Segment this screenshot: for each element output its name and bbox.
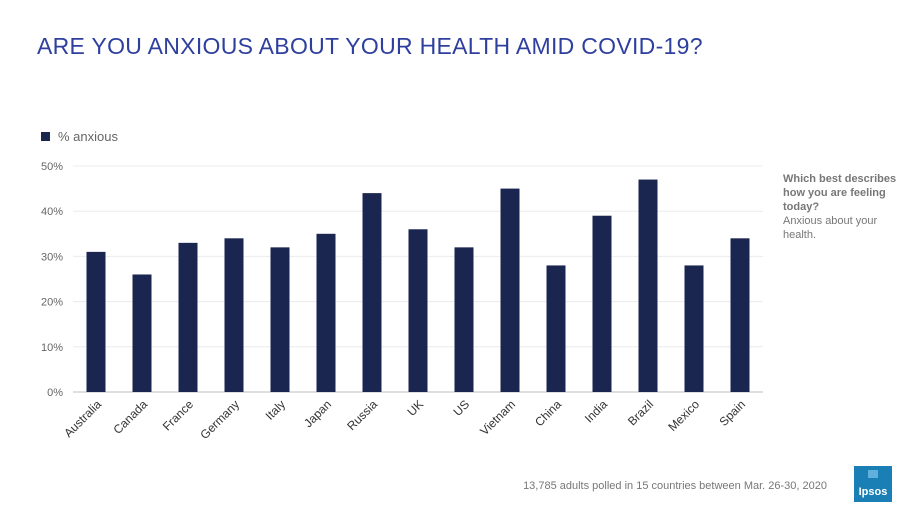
bar (178, 242, 198, 392)
chart-legend: % anxious (41, 129, 118, 144)
y-tick-label: 40% (41, 206, 63, 218)
bar (638, 179, 658, 392)
bar (224, 238, 244, 392)
bar (270, 247, 290, 392)
x-tick-label: Italy (263, 397, 288, 422)
y-tick-label: 10% (41, 342, 63, 354)
svg-text:Ipsos: Ipsos (859, 486, 888, 498)
x-tick-label: China (532, 397, 564, 429)
x-tick-label: Vietnam (477, 397, 518, 438)
bar (362, 193, 382, 392)
footnote: 13,785 adults polled in 15 countries bet… (523, 480, 827, 492)
y-tick-label: 0% (47, 387, 63, 399)
page-title: ARE YOU ANXIOUS ABOUT YOUR HEALTH AMID C… (37, 33, 703, 59)
x-tick-label: France (160, 397, 197, 434)
side-note-question: Which best describes how you are feeling… (783, 173, 897, 213)
bar (454, 247, 474, 392)
x-tick-label: Japan (301, 397, 334, 430)
bar (684, 265, 704, 392)
x-tick-label: Russia (344, 397, 380, 433)
x-tick-label: Mexico (665, 397, 702, 434)
x-tick-label: Spain (717, 397, 749, 429)
bar (546, 265, 566, 392)
bar (592, 215, 612, 392)
side-note-answer: Anxious about your health. (783, 215, 878, 241)
bar (132, 274, 152, 392)
bar (730, 238, 750, 392)
x-tick-label: Australia (61, 397, 104, 440)
x-tick-label: UK (404, 397, 426, 419)
y-tick-label: 30% (41, 251, 63, 263)
side-note: Which best describes how you are feeling… (783, 172, 901, 242)
legend-label: % anxious (58, 129, 118, 144)
x-tick-label: India (582, 397, 611, 426)
x-tick-label: US (450, 397, 472, 419)
legend-swatch (41, 132, 50, 141)
bar (86, 251, 106, 392)
bar (500, 188, 520, 392)
bar (316, 233, 336, 392)
x-tick-label: Brazil (625, 397, 656, 428)
y-tick-label: 20% (41, 297, 63, 309)
x-tick-label: Germany (197, 397, 242, 442)
ipsos-logo: Ipsos (854, 466, 892, 502)
y-tick-label: 50% (41, 161, 63, 173)
x-tick-label: Canada (110, 397, 150, 437)
bar (408, 229, 428, 392)
